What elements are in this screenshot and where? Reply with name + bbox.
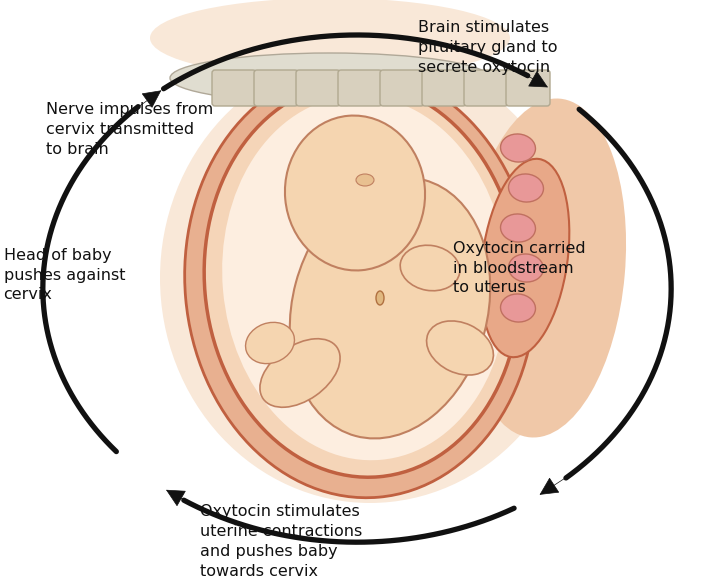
Text: Brain stimulates
pituitary gland to
secrete oxytocin: Brain stimulates pituitary gland to secr… <box>418 20 557 75</box>
Text: Oxytocin stimulates
uterine contractions
and pushes baby
towards cervix: Oxytocin stimulates uterine contractions… <box>200 504 362 579</box>
Ellipse shape <box>285 115 425 271</box>
Ellipse shape <box>508 174 543 202</box>
FancyBboxPatch shape <box>380 70 424 106</box>
Ellipse shape <box>204 83 520 477</box>
FancyBboxPatch shape <box>212 70 256 106</box>
FancyBboxPatch shape <box>338 70 382 106</box>
Ellipse shape <box>185 68 536 498</box>
Text: Oxytocin carried
in bloodstream
to uterus: Oxytocin carried in bloodstream to uteru… <box>453 241 586 296</box>
Ellipse shape <box>376 291 384 305</box>
FancyBboxPatch shape <box>422 70 466 106</box>
Ellipse shape <box>222 96 508 460</box>
Ellipse shape <box>508 254 543 282</box>
Ellipse shape <box>160 53 580 503</box>
FancyBboxPatch shape <box>464 70 508 106</box>
Ellipse shape <box>501 294 536 322</box>
Ellipse shape <box>501 134 536 162</box>
Ellipse shape <box>170 53 490 103</box>
Ellipse shape <box>464 99 626 437</box>
Ellipse shape <box>426 321 493 375</box>
Ellipse shape <box>246 322 294 364</box>
Ellipse shape <box>401 245 460 291</box>
FancyBboxPatch shape <box>506 70 550 106</box>
FancyBboxPatch shape <box>296 70 340 106</box>
FancyBboxPatch shape <box>254 70 298 106</box>
Ellipse shape <box>290 178 491 438</box>
Text: Nerve impulses from
cervix transmitted
to brain: Nerve impulses from cervix transmitted t… <box>46 102 213 157</box>
Ellipse shape <box>260 339 340 408</box>
Ellipse shape <box>481 159 569 357</box>
Ellipse shape <box>150 0 510 78</box>
Ellipse shape <box>501 214 536 242</box>
Text: Head of baby
pushes against
cervix: Head of baby pushes against cervix <box>4 248 125 303</box>
Ellipse shape <box>356 174 374 186</box>
